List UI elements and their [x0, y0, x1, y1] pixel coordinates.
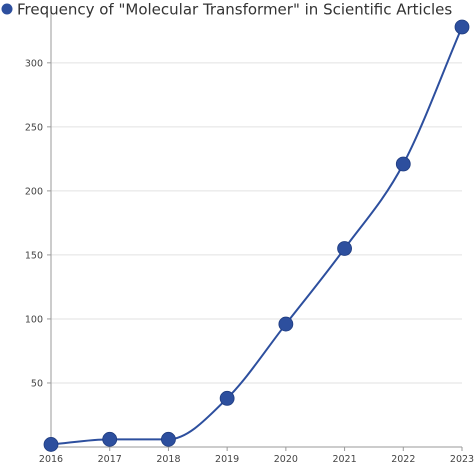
series-line: [50, 26, 463, 446]
data-point: [102, 431, 118, 447]
legend-marker: [1, 3, 13, 15]
legend-label: Frequency of "Molecular Transformer" in …: [17, 1, 452, 19]
x-tick-label: 2023: [450, 454, 474, 465]
x-tick-label: 2022: [391, 454, 415, 465]
x-tick-label: 2018: [156, 454, 180, 465]
data-point: [219, 390, 235, 406]
legend: Frequency of "Molecular Transformer" in …: [1, 1, 452, 19]
data-point: [43, 437, 59, 452]
x-tick-label: 2017: [98, 454, 122, 465]
series-layer: [43, 19, 470, 452]
x-tick-label: 2019: [215, 454, 239, 465]
y-tick-label: 300: [25, 58, 43, 69]
x-tick-label: 2021: [332, 454, 356, 465]
x-tick-label: 2020: [274, 454, 298, 465]
x-tick-label: 2016: [39, 454, 63, 465]
grid-layer: [51, 62, 462, 384]
y-tick-label: 200: [25, 186, 43, 197]
y-tick-label: 150: [25, 250, 43, 261]
data-point: [454, 19, 470, 35]
y-tick-label: 50: [31, 378, 43, 389]
data-point: [278, 316, 294, 332]
axis-layer: 50 100 150 200 250 300 2016 2017 2018 2019 2020 202…: [25, 12, 474, 465]
y-tick-label: 250: [25, 122, 43, 133]
data-point: [161, 431, 176, 447]
data-point: [337, 241, 352, 256]
data-point: [395, 156, 411, 172]
y-tick-label: 100: [25, 314, 43, 325]
